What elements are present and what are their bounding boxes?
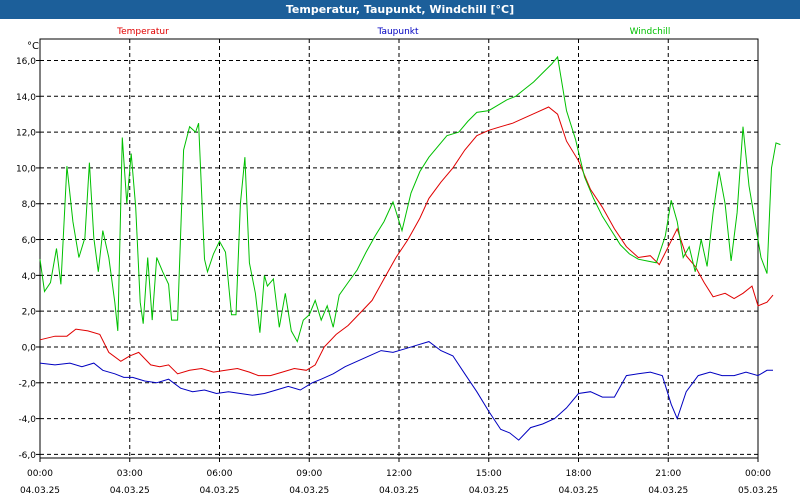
x-tick-date-label: 04.03.25 xyxy=(379,486,419,496)
y-tick-label: 12,0 xyxy=(16,129,36,139)
legend-temperatur: Temperatur xyxy=(116,27,169,37)
plot-area xyxy=(39,38,759,459)
y-tick-label: -4,0 xyxy=(18,415,36,425)
x-tick-time-label: 21:00 xyxy=(655,469,681,479)
y-tick-label: 16,0 xyxy=(16,57,36,67)
x-tick-time-label: 00:00 xyxy=(27,469,53,479)
legend-windchill: Windchill xyxy=(630,27,671,37)
series-line-temperatur xyxy=(39,106,774,377)
y-tick-label: -2,0 xyxy=(18,379,36,389)
x-tick-date-label: 04.03.25 xyxy=(469,486,509,496)
y-tick-label: 8,0 xyxy=(22,200,37,210)
x-tick-time-label: 09:00 xyxy=(296,469,322,479)
x-tick-date-label: 05.03.25 xyxy=(738,486,778,496)
x-tick-time-label: 00:00 xyxy=(745,469,771,479)
window-title: Temperatur, Taupunkt, Windchill [°C] xyxy=(0,0,800,19)
x-tick-time-label: 18:00 xyxy=(566,469,592,479)
x-tick-date-label: 04.03.25 xyxy=(558,486,598,496)
series-line-windchill xyxy=(39,55,781,343)
x-tick-date-label: 04.03.25 xyxy=(110,486,150,496)
y-tick-label: 14,0 xyxy=(16,93,36,103)
y-tick-label: 0,0 xyxy=(22,343,37,353)
y-tick-label: 6,0 xyxy=(22,236,37,246)
y-tick-label: 4,0 xyxy=(22,272,37,282)
x-tick-date-label: 04.03.25 xyxy=(199,486,239,496)
y-tick-label: 2,0 xyxy=(22,308,37,318)
y-axis-unit: °C xyxy=(27,41,39,52)
line-chart: °C -6,0 -4,0 -2,0 0,0 2,0 4,0 6,0 8,0 10,0 12,0 14… xyxy=(16,27,781,496)
x-tick-date-label: 04.03.25 xyxy=(20,486,60,496)
x-tick-time-label: 06:00 xyxy=(207,469,233,479)
x-tick-date-label: 04.03.25 xyxy=(289,486,329,496)
series-line-taupunkt xyxy=(39,341,773,441)
x-tick-date-label: 04.03.25 xyxy=(648,486,688,496)
y-tick-label: 10,0 xyxy=(16,164,36,174)
y-tick-label: -6,0 xyxy=(18,451,36,461)
x-tick-time-label: 15:00 xyxy=(476,469,502,479)
x-tick-time-label: 03:00 xyxy=(117,469,143,479)
x-tick-time-label: 12:00 xyxy=(386,469,412,479)
legend-taupunkt: Taupunkt xyxy=(376,27,419,37)
